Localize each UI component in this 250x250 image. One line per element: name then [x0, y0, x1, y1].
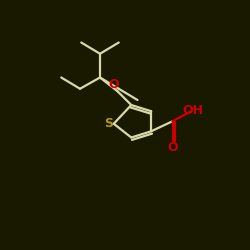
Text: S: S — [104, 117, 113, 130]
Text: O: O — [167, 141, 178, 154]
Text: O: O — [108, 78, 119, 92]
Text: OH: OH — [182, 104, 204, 117]
